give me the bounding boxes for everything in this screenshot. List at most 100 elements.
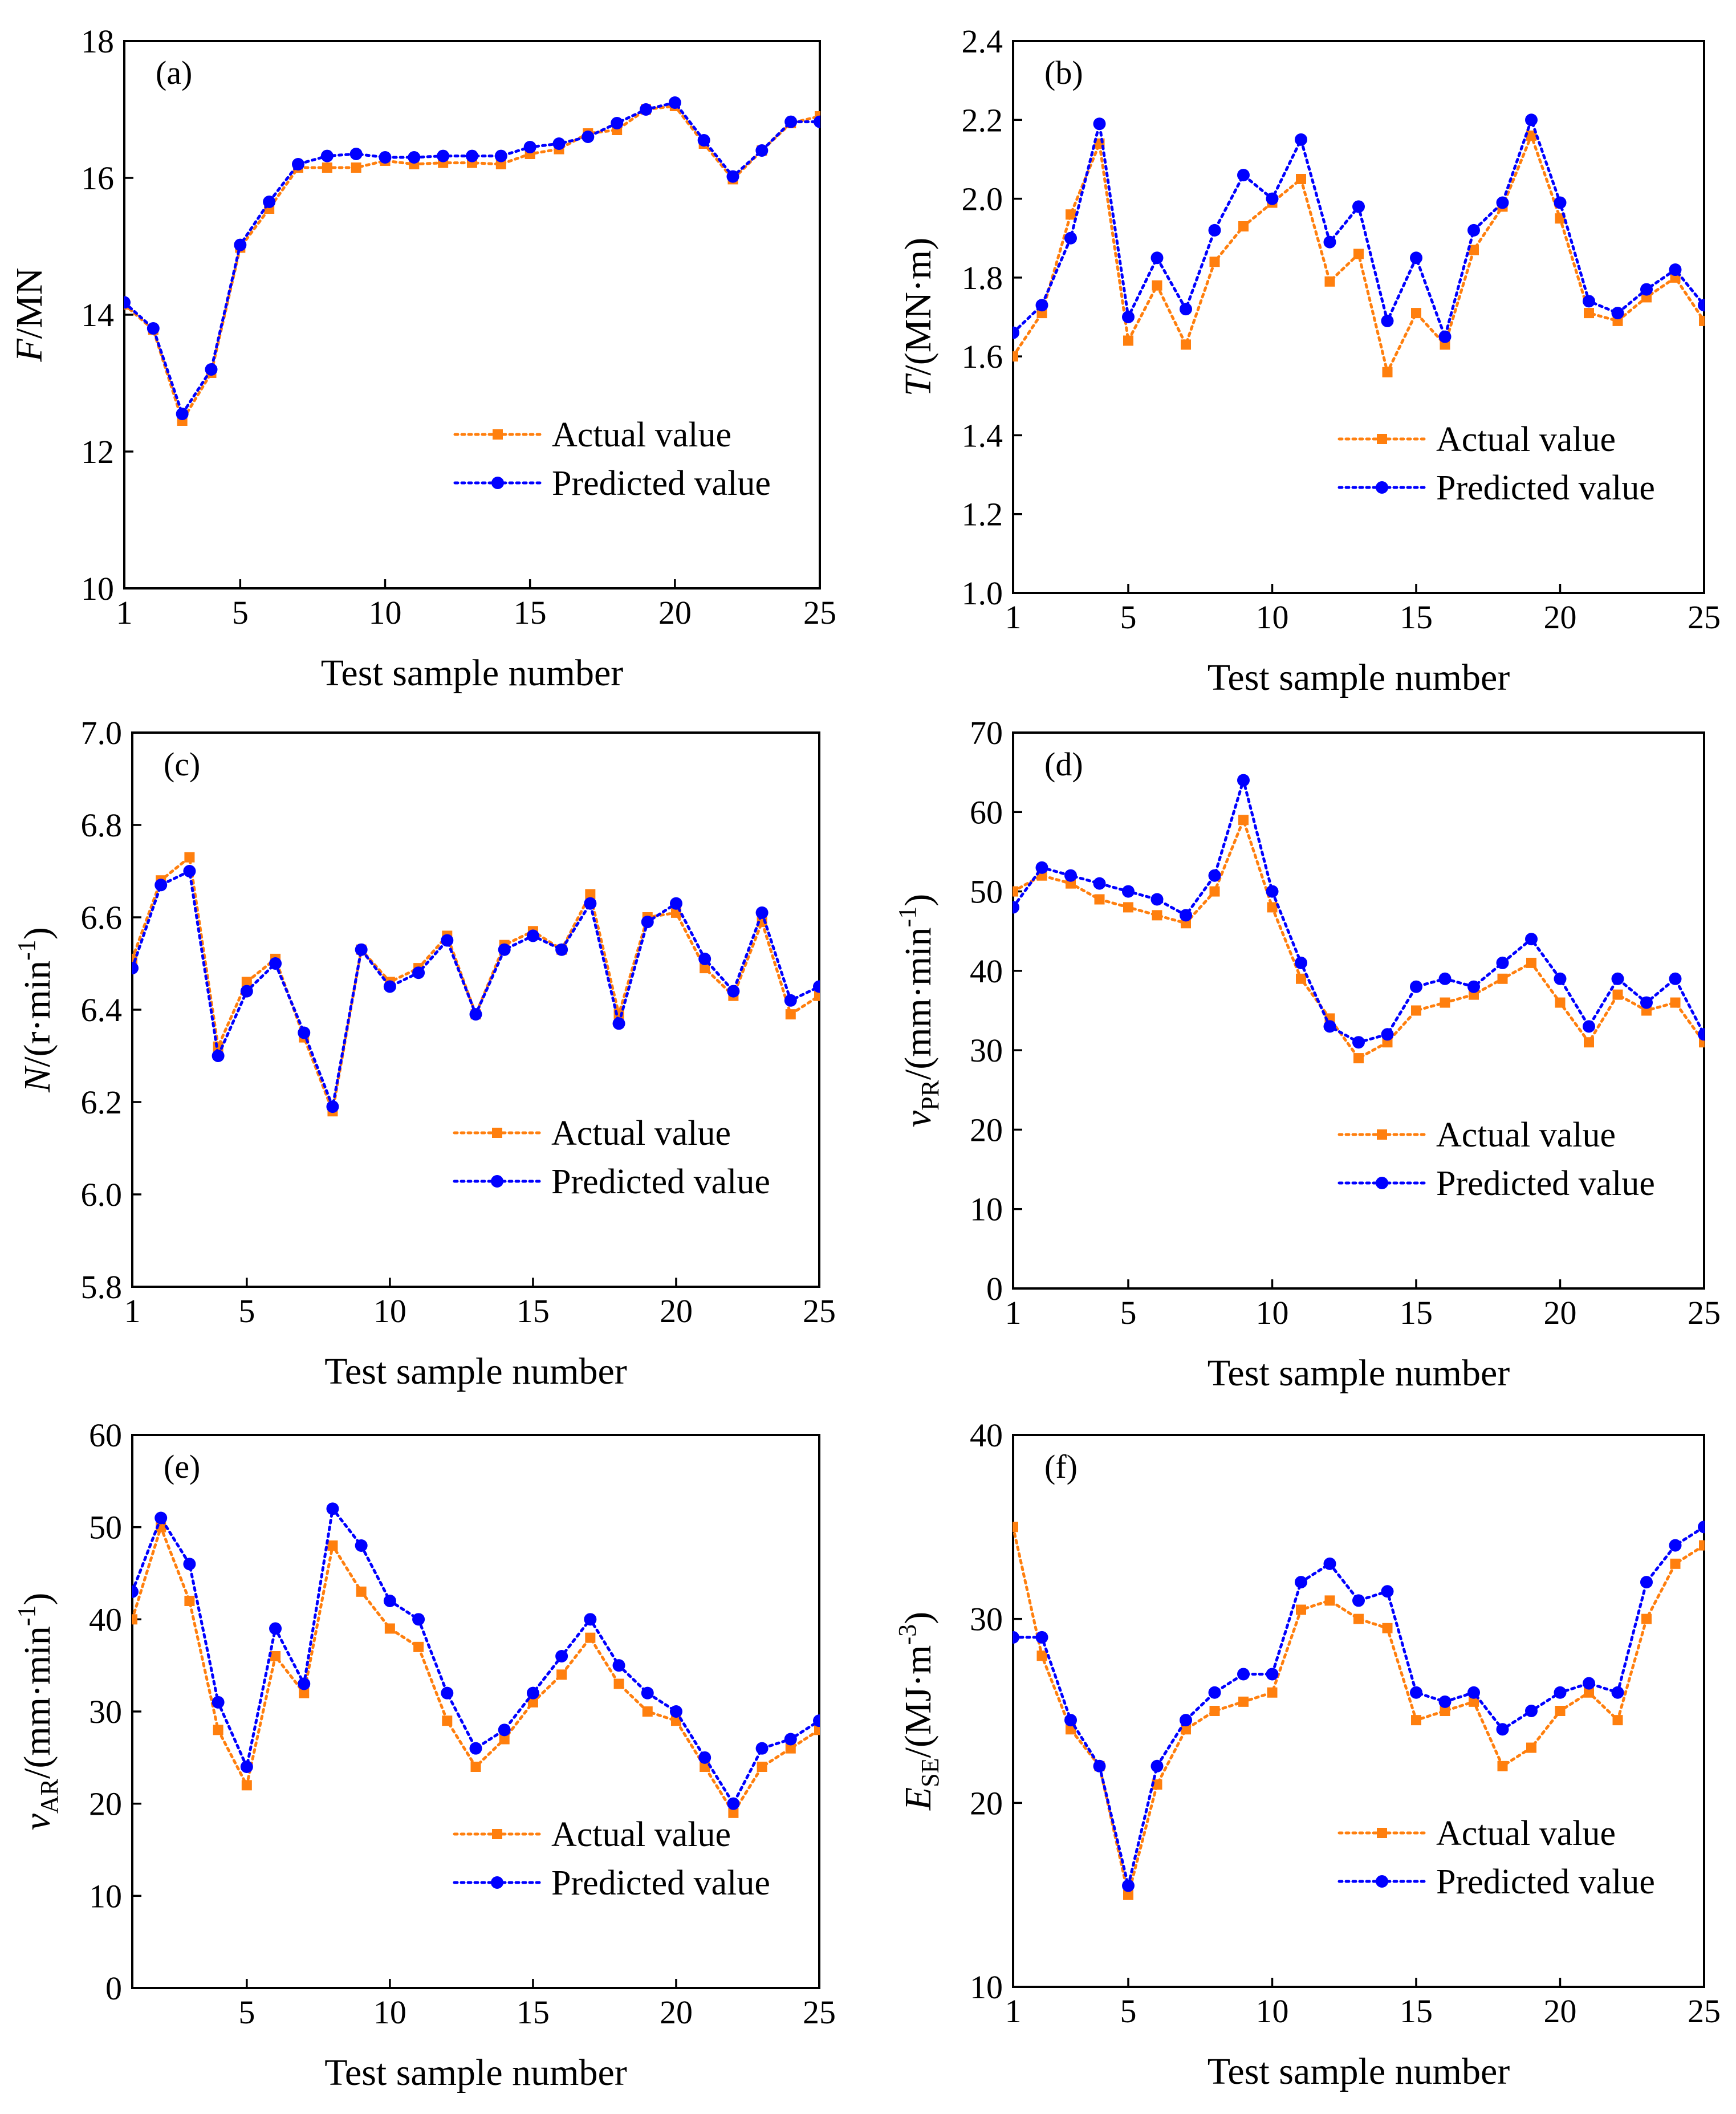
y-axis-title-unit: /(r·min (17, 961, 58, 1067)
legend-actual-marker (493, 429, 503, 440)
y-axis-title: ESE/(MJ·m-3) (893, 1612, 944, 1811)
predicted-point (1295, 133, 1307, 146)
y-tick-label: 1.2 (962, 496, 1003, 533)
predicted-point (1698, 299, 1705, 312)
actual-point (1296, 174, 1306, 184)
actual-point (184, 852, 195, 863)
predicted-point (1237, 1668, 1250, 1681)
y-tick-label: 10 (970, 1191, 1003, 1228)
y-tick-label: 7.0 (81, 714, 123, 751)
predicted-point (668, 96, 681, 109)
y-tick-label: 50 (970, 873, 1003, 910)
actual-point (1440, 997, 1450, 1008)
legend-actual-label: Actual value (551, 1114, 731, 1153)
predicted-point (147, 322, 160, 335)
actual-point (1267, 902, 1278, 913)
predicted-point (437, 149, 450, 162)
legend: Actual value Predicted value (453, 416, 771, 503)
predicted-point (1266, 192, 1279, 205)
predicted-point (1122, 311, 1135, 323)
predicted-point (132, 962, 139, 975)
predicted-point (1669, 263, 1682, 277)
data-area (1013, 1521, 1705, 1900)
y-axis-title-symbol: F (9, 339, 50, 363)
predicted-point (814, 115, 820, 128)
x-tick-label: 10 (1256, 599, 1289, 636)
predicted-point (1035, 861, 1048, 874)
x-tick-label: 1 (1005, 1294, 1022, 1331)
y-tick-label: 20 (89, 1786, 122, 1823)
x-tick-label: 20 (1544, 1294, 1577, 1331)
predicted-point (1013, 901, 1019, 914)
x-tick-label: 20 (1544, 599, 1577, 636)
predicted-point (1381, 1585, 1394, 1598)
x-tick-label: 10 (1256, 1993, 1289, 2030)
predicted-point (441, 934, 454, 947)
actual-point (1209, 1706, 1220, 1716)
actual-point (1238, 815, 1249, 826)
legend-predicted-marker (1376, 481, 1388, 494)
y-axis-title-superscript: -1 (13, 1605, 40, 1627)
predicted-point (582, 131, 595, 143)
predicted-point (1467, 1686, 1480, 1699)
actual-point (728, 1807, 739, 1818)
predicted-point (555, 1650, 568, 1662)
predicted-point (784, 115, 798, 128)
actual-point (1238, 221, 1249, 231)
predicted-point (727, 985, 740, 998)
actual-point (499, 1734, 510, 1745)
predicted-point (1554, 972, 1567, 985)
legend-predicted-marker (1376, 1177, 1388, 1189)
actual-point (785, 1009, 796, 1020)
actual-point (1152, 280, 1162, 291)
predicted-point (1352, 200, 1365, 213)
predicted-point (1323, 1020, 1336, 1033)
predicted-point (1525, 113, 1538, 127)
predicted-point (379, 151, 392, 164)
y-tick-label: 10 (89, 1877, 122, 1914)
predicted-point (1035, 299, 1048, 312)
x-tick-label: 20 (660, 1292, 693, 1330)
predicted-point (1323, 235, 1336, 249)
predicted-point (1554, 1686, 1567, 1699)
x-tick-label: 25 (1688, 599, 1721, 636)
predicted-point (383, 980, 396, 993)
actual-point (299, 1688, 310, 1698)
predicted-point (240, 1761, 253, 1773)
plot-frame (123, 40, 821, 590)
predicted-point (1013, 1631, 1019, 1644)
actual-point (1584, 1687, 1594, 1698)
y-axis-title-symbol: E (897, 1787, 939, 1811)
predicted-point (1410, 251, 1422, 265)
predicted-point (1122, 885, 1135, 898)
predicted-point (1064, 231, 1077, 245)
legend: Actual value Predicted value (1337, 420, 1655, 507)
predicted-point (1640, 283, 1653, 296)
actual-point (1036, 1650, 1047, 1661)
y-tick-label: 5.8 (81, 1269, 123, 1306)
x-tick-label: 5 (238, 1994, 255, 2031)
predicted-point (726, 170, 739, 183)
actual-point (814, 990, 820, 1001)
actual-point (1497, 973, 1508, 984)
x-tick-label: 1 (1005, 1993, 1022, 2030)
predicted-point (612, 1017, 625, 1030)
predicted-point (1150, 251, 1164, 265)
actual-point (1066, 209, 1076, 220)
predicted-point (205, 363, 218, 376)
y-axis-title-unit: /(MJ·m (897, 1645, 939, 1758)
predicted-point (498, 943, 511, 956)
x-axis-title: Test sample number (1208, 2051, 1510, 2092)
x-tick-label: 1 (116, 594, 133, 631)
predicted-point (383, 1595, 396, 1607)
predicted-point (698, 1751, 712, 1764)
actual-point (585, 889, 596, 900)
predicted-point (1496, 956, 1509, 969)
predicted-point (1669, 1539, 1682, 1552)
actual-point (1440, 1706, 1450, 1716)
y-tick-label: 30 (89, 1693, 122, 1730)
actual-series-line (1013, 815, 1705, 1060)
predicted-point (124, 296, 131, 309)
x-tick-label: 15 (1400, 1993, 1433, 2030)
y-tick-label: 60 (970, 794, 1003, 831)
